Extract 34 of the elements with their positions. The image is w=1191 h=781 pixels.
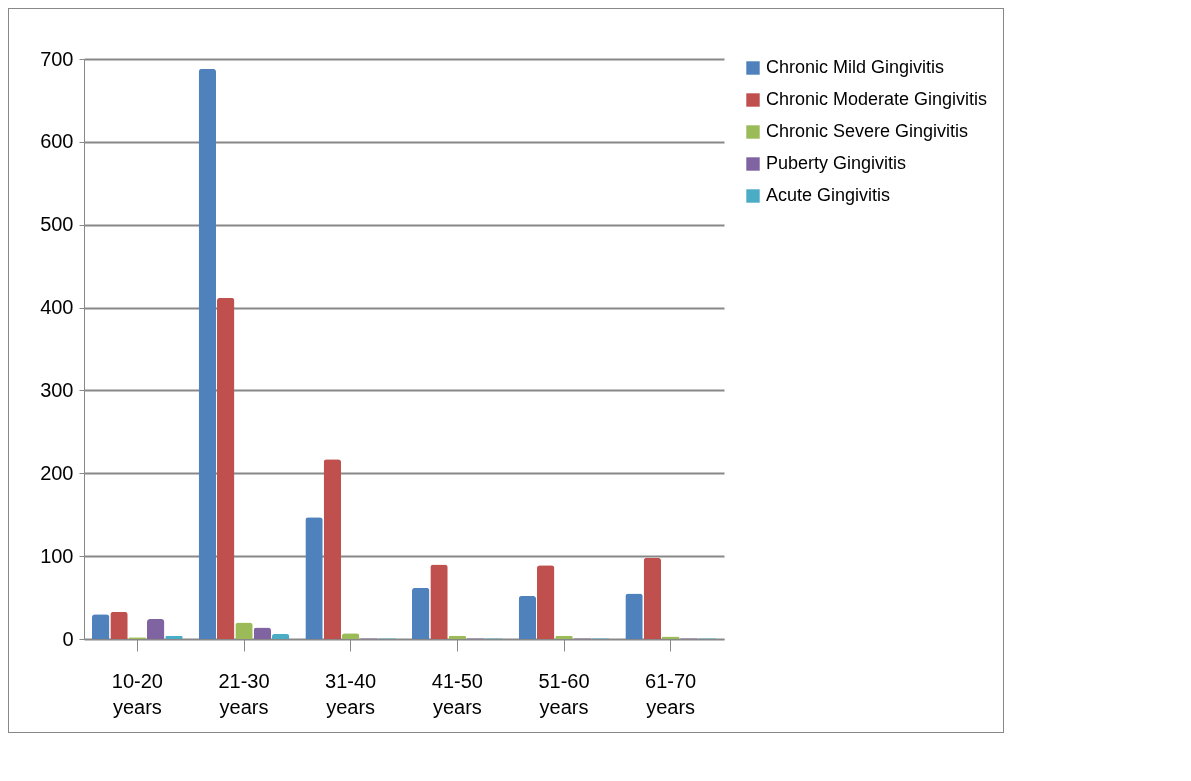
bar <box>643 557 662 639</box>
legend-label: Puberty Gingivitis <box>766 153 907 173</box>
x-tick-label: 61-70 years <box>645 669 697 718</box>
bar <box>110 611 128 639</box>
bar <box>430 564 448 639</box>
bar <box>625 593 643 639</box>
y-tick-label: 700 <box>40 47 74 70</box>
bar <box>271 634 290 639</box>
x-tick-label: 41-50 years <box>431 669 483 718</box>
legend-label: Chronic Severe Gingivitis <box>766 121 969 141</box>
y-tick-label: 600 <box>40 130 74 153</box>
bar <box>412 587 430 639</box>
bar <box>216 297 235 639</box>
x-tick-label: 21-30 years <box>218 669 270 718</box>
bar <box>323 459 342 639</box>
bar <box>518 595 537 639</box>
y-tick-label: 200 <box>40 461 74 484</box>
y-tick-label: 300 <box>40 378 74 401</box>
x-tick-label: 31-40 years <box>325 669 377 718</box>
bar <box>305 517 323 639</box>
y-tick-label: 400 <box>40 296 74 319</box>
legend-label: Acute Gingivitis <box>766 185 891 205</box>
bar <box>92 614 110 639</box>
bar <box>198 68 217 639</box>
x-tick-label: 10-20 years <box>111 669 163 718</box>
x-tick-label: 51-60 years <box>538 669 590 718</box>
bar <box>253 627 272 639</box>
y-tick-label: 0 <box>62 627 74 650</box>
bar <box>536 565 555 639</box>
y-tick-label: 500 <box>40 213 74 236</box>
legend-label: Chronic Mild Gingivitis <box>766 57 945 77</box>
bar <box>146 619 165 639</box>
y-tick-label: 100 <box>40 544 74 567</box>
legend-label: Chronic Moderate Gingivitis <box>766 89 988 109</box>
